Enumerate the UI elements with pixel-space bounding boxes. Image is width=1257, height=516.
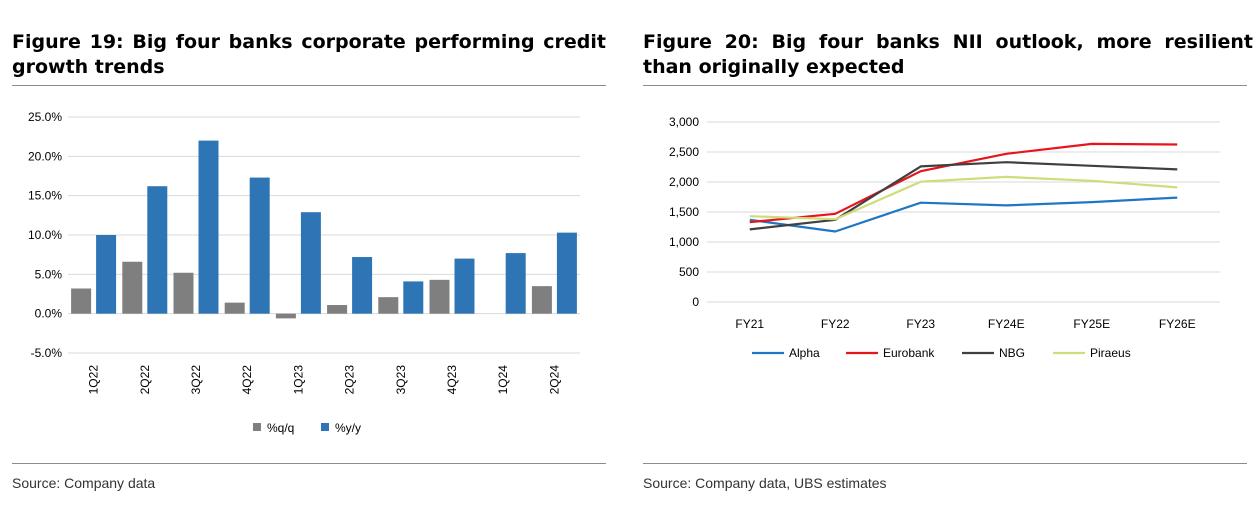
bar-qq-3Q22 (173, 272, 194, 314)
bar-qq-4Q22 (224, 302, 245, 314)
bar-qq-2Q23 (327, 305, 348, 314)
bar-qq-3Q23 (378, 297, 399, 314)
bar-yy-1Q22 (96, 235, 117, 314)
bar-yy-4Q23 (454, 258, 475, 314)
figure-20-bottom-rule (643, 463, 1247, 464)
x-tick-label: FY24E (988, 317, 1025, 331)
bar-qq-1Q22 (71, 288, 92, 314)
series-lines (749, 142, 1178, 233)
legend-label: Alpha (789, 346, 820, 360)
x-tick-label: FY25E (1073, 317, 1110, 331)
figure-20-panel: Figure 20: Big four banks NII outlook, m… (630, 0, 1257, 516)
x-tick-label: 4Q22 (240, 365, 254, 395)
y-tick-label: 3,000 (669, 115, 699, 129)
bar-yy-2Q23 (352, 257, 373, 314)
figure-20-title: Figure 20: Big four banks NII outlook, m… (643, 31, 1253, 78)
y-tick-labels: 3,000 2,500 2,000 1,500 1,000 500 0 (669, 115, 699, 309)
y-tick-label: 10.0% (28, 228, 62, 242)
bar-qq-4Q23 (429, 279, 450, 314)
y-tick-label: 15.0% (28, 189, 62, 203)
y-tick-label: 0 (692, 295, 699, 309)
figure-19-bottom-rule (12, 463, 606, 464)
series-line-piraeus (749, 175, 1178, 221)
legend-label: %y/y (335, 421, 361, 435)
legend: Alpha Eurobank NBG Piraeus (752, 346, 1131, 360)
figure-19-source: Source: Company data (12, 475, 156, 491)
bar-yy-2Q22 (147, 186, 168, 314)
legend-label: NBG (999, 346, 1025, 360)
x-tick-label: 2Q22 (138, 365, 152, 395)
figure-19-chart: 25.0% 20.0% 15.0% 10.0% 5.0% 0.0% -5.0% 1Q22 2Q… (28, 110, 580, 435)
bar-yy-1Q23 (300, 212, 321, 314)
x-tick-label: FY22 (821, 317, 850, 331)
x-tick-label: 1Q24 (496, 365, 510, 395)
legend-swatch-yy (321, 423, 329, 431)
bars (71, 140, 577, 319)
bar-qq-2Q24 (531, 286, 552, 314)
bar-yy-4Q22 (249, 177, 270, 314)
y-tick-labels: 25.0% 20.0% 15.0% 10.0% 5.0% 0.0% -5.0% (28, 110, 62, 360)
legend-label: Eurobank (883, 346, 935, 360)
y-gridlines (68, 116, 580, 354)
bar-yy-3Q23 (403, 281, 424, 314)
x-tick-label: 2Q23 (343, 365, 357, 395)
series-line-nbg (749, 161, 1178, 231)
bar-qq-2Q22 (122, 261, 143, 314)
bar-qq-1Q23 (275, 313, 296, 319)
y-tick-label: 1,500 (669, 205, 699, 219)
x-tick-label: 3Q22 (189, 365, 203, 395)
x-tick-labels: 1Q22 2Q22 3Q22 4Q22 1Q23 2Q23 3Q23 4Q23 1Q24 2Q24 (87, 365, 562, 395)
figure-20-source: Source: Company data, UBS estimates (643, 475, 887, 491)
y-tick-label: 2,500 (669, 145, 699, 159)
y-tick-label: 25.0% (28, 110, 62, 124)
y-tick-label: 1,000 (669, 235, 699, 249)
series-line-alpha (749, 196, 1178, 233)
series-line-eurobank (749, 142, 1178, 224)
x-tick-labels: FY21 FY22 FY23 FY24E FY25E FY26E (735, 317, 1195, 331)
legend-label: Piraeus (1090, 346, 1131, 360)
x-tick-label: 1Q22 (87, 365, 101, 395)
bar-yy-3Q22 (198, 140, 219, 314)
y-tick-label: -5.0% (31, 346, 63, 360)
y-tick-label: 2,000 (669, 175, 699, 189)
y-tick-label: 0.0% (35, 307, 63, 321)
figure-19-title: Figure 19: Big four banks corporate perf… (12, 31, 606, 78)
x-tick-label: 4Q23 (445, 365, 459, 395)
bar-yy-1Q24 (505, 253, 526, 314)
x-tick-label: FY23 (906, 317, 935, 331)
figure-20-top-rule (643, 85, 1247, 86)
y-tick-label: 5.0% (35, 267, 63, 281)
figure-19-top-rule (12, 85, 606, 86)
x-tick-label: 1Q23 (291, 365, 305, 395)
legend-swatch-qq (253, 423, 261, 431)
x-tick-label: 2Q24 (547, 365, 561, 395)
y-tick-label: 500 (679, 265, 699, 279)
figure-19-panel: Figure 19: Big four banks corporate perf… (12, 31, 606, 491)
legend: %q/q %y/y (253, 421, 361, 435)
y-tick-label: 20.0% (28, 149, 62, 163)
x-tick-label: 3Q23 (394, 365, 408, 395)
y-gridlines (707, 121, 1220, 303)
legend-label: %q/q (267, 421, 294, 435)
bar-yy-2Q24 (556, 232, 577, 314)
x-tick-label: FY26E (1159, 317, 1196, 331)
x-tick-label: FY21 (735, 317, 764, 331)
